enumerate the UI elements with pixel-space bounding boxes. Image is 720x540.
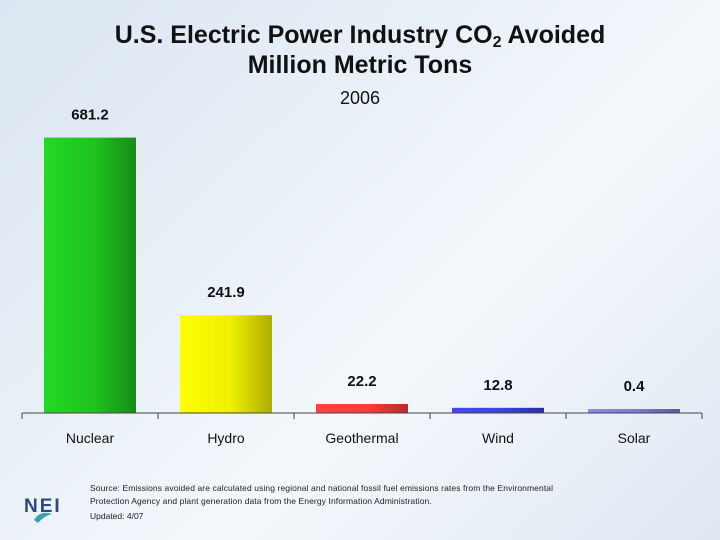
chart-title-line2: Million Metric Tons: [247, 51, 473, 79]
bar-solar: [588, 409, 680, 413]
bar-wind: [452, 407, 544, 413]
data-label-wind: 12.8: [483, 377, 512, 394]
chart-title: U.S. Electric Power Industry CO2 Avoided…: [0, 20, 720, 80]
data-label-solar: 0.4: [624, 378, 646, 395]
bar-chart: 681.2 Nuclear 241.9 Hydro 22.2 Geothermal 12.8…: [21, 107, 703, 446]
title-text-post: Avoided: [501, 21, 606, 49]
x-tick-label-wind: Wind: [482, 430, 514, 446]
data-label-hydro: 241.9: [207, 284, 245, 301]
title-subscript: 2: [492, 34, 502, 51]
x-tick-label-hydro: Hydro: [207, 430, 245, 446]
chart-subtitle: 2006: [339, 88, 381, 108]
nei-logo-icon: NEI: [24, 496, 62, 523]
bar-geothermal: [316, 404, 408, 413]
chart-title-line1: U.S. Electric Power Industry CO2 Avoided: [0, 20, 720, 51]
updated-note: Updated: 4/07: [90, 511, 144, 521]
bar-nuclear: [44, 137, 136, 413]
logo-text: NEI: [24, 496, 62, 517]
bar-hydro: [180, 315, 272, 413]
data-label-geothermal: 22.2: [347, 373, 376, 390]
x-tick-label-geothermal: Geothermal: [325, 430, 398, 446]
x-tick-label-solar: Solar: [618, 430, 651, 446]
logo-swoosh: [34, 512, 52, 523]
title-text-pre: U.S. Electric Power Industry CO: [114, 21, 493, 49]
data-label-nuclear: 681.2: [71, 107, 109, 124]
source-note: Source: Emissions avoided are calculated…: [90, 483, 554, 506]
nei-logo: NEI: [22, 490, 80, 531]
x-tick-label-nuclear: Nuclear: [66, 430, 115, 446]
